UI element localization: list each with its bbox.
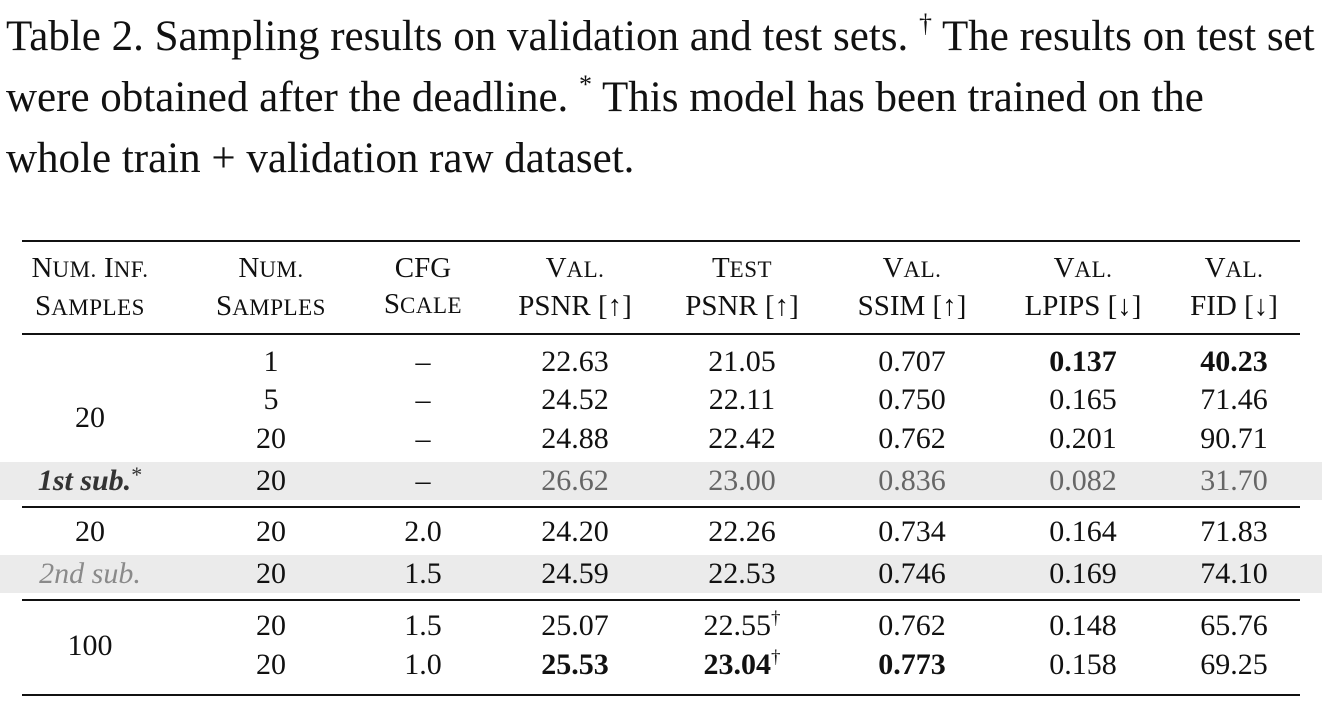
cell-fid: 65.76 xyxy=(1200,609,1268,642)
cell-cfg: – xyxy=(415,383,431,416)
cell-fid: 71.83 xyxy=(1200,515,1268,548)
cell-ssim-best: 0.773 xyxy=(878,648,946,681)
cell-cfg: 1.5 xyxy=(404,609,442,642)
cell-fid: 74.10 xyxy=(1200,557,1268,590)
submission-label-1st: 1st sub.* xyxy=(22,462,158,500)
cell-val-psnr: 22.63 xyxy=(541,345,609,378)
cell-ssim: 0.746 xyxy=(878,557,946,590)
header-val-fid: VAL. FID [↓] xyxy=(1190,252,1278,322)
cell-test-psnr: 23.00 xyxy=(708,464,776,497)
cell-val-psnr: 26.62 xyxy=(541,464,609,497)
header-val-lpips: VAL. LPIPS [↓] xyxy=(1024,252,1142,322)
cell-cfg: 1.0 xyxy=(404,648,442,681)
cell-val-psnr: 24.20 xyxy=(541,515,609,548)
cell-ssim: 0.762 xyxy=(878,422,946,455)
top-rule xyxy=(22,240,1300,242)
cell-val-psnr: 24.59 xyxy=(541,557,609,590)
caption-dagger: † xyxy=(919,9,932,38)
cell-test-psnr: 22.42 xyxy=(708,422,776,455)
cell-val-psnr-best: 25.53 xyxy=(541,648,609,681)
cell-lpips-best: 0.137 xyxy=(1049,345,1117,378)
cell-test-psnr: 22.26 xyxy=(708,515,776,548)
header-test-psnr: TEST PSNR [↑] xyxy=(685,252,799,322)
test-psnr-value: 23.04 xyxy=(703,648,772,681)
cell-val-psnr: 24.52 xyxy=(541,383,609,416)
header-num-samples: NUM. SAMPLES xyxy=(216,252,326,322)
header-cfg-scale: CFG SCALE xyxy=(383,252,463,320)
cell-cfg: – xyxy=(415,345,431,378)
cell-fid-best: 40.23 xyxy=(1200,345,1268,378)
group-label: 20 xyxy=(75,515,105,548)
group-rule-1 xyxy=(22,506,1300,508)
cell-num-samples: 5 xyxy=(263,383,279,416)
caption-star: * xyxy=(579,70,593,99)
cell-ssim: 0.836 xyxy=(878,464,946,497)
cell-test-psnr: 22.53 xyxy=(708,557,776,590)
bottom-rule xyxy=(22,694,1300,696)
header-rule xyxy=(22,333,1300,335)
cell-lpips: 0.158 xyxy=(1049,648,1117,681)
cell-lpips: 0.082 xyxy=(1049,464,1117,497)
submission-star: * xyxy=(131,462,143,487)
cell-val-psnr: 24.88 xyxy=(541,422,609,455)
cell-test-psnr: 21.05 xyxy=(708,345,776,378)
cell-cfg: 1.5 xyxy=(404,557,442,590)
group-rule-2 xyxy=(22,599,1300,601)
group-label: 100 xyxy=(67,629,113,662)
cell-fid: 69.25 xyxy=(1200,648,1268,681)
header-val-psnr: VAL. PSNR [↑] xyxy=(518,252,632,322)
caption-text-2: The results on test set were obtained af… xyxy=(6,13,1315,121)
cell-num-samples: 20 xyxy=(256,464,286,497)
cell-lpips: 0.164 xyxy=(1049,515,1117,548)
cell-ssim: 0.750 xyxy=(878,383,946,416)
group-label: 20 xyxy=(75,401,105,434)
highlight-band-2nd-sub xyxy=(0,555,1322,593)
cell-fid: 90.71 xyxy=(1200,422,1268,455)
cell-test-psnr-best: 23.04† xyxy=(667,646,817,684)
highlight-band-1st-sub xyxy=(0,462,1322,500)
cell-cfg: – xyxy=(415,464,431,497)
cell-ssim: 0.762 xyxy=(878,609,946,642)
submission-label-2nd: 2nd sub. xyxy=(39,557,141,590)
cell-fid: 71.46 xyxy=(1200,383,1268,416)
caption-text-3: This model has been trained on the whole… xyxy=(6,74,1204,182)
header-val-ssim: VAL. SSIM [↑] xyxy=(857,252,967,322)
cell-fid: 31.70 xyxy=(1200,464,1268,497)
caption-text-1: Table 2. Sampling results on validation … xyxy=(6,13,909,60)
cell-lpips: 0.165 xyxy=(1049,383,1117,416)
cell-val-psnr: 25.07 xyxy=(541,609,609,642)
header-num-inf-samples: NUM. INF. SAMPLES xyxy=(31,252,149,322)
cell-cfg: 2.0 xyxy=(404,515,442,548)
cell-num-samples: 20 xyxy=(256,609,286,642)
cell-ssim: 0.734 xyxy=(878,515,946,548)
table-caption: Table 2. Sampling results on validation … xyxy=(6,6,1318,189)
cell-cfg: – xyxy=(415,422,431,455)
cell-ssim: 0.707 xyxy=(878,345,946,378)
cell-lpips: 0.148 xyxy=(1049,609,1117,642)
cell-num-samples: 20 xyxy=(256,648,286,681)
cell-lpips: 0.201 xyxy=(1049,422,1117,455)
cell-test-psnr: 22.11 xyxy=(708,383,776,416)
cell-num-samples: 20 xyxy=(256,515,286,548)
test-psnr-value: 22.55 xyxy=(703,609,772,642)
cell-num-samples: 1 xyxy=(263,345,279,378)
cell-lpips: 0.169 xyxy=(1049,557,1117,590)
cell-num-samples: 20 xyxy=(256,422,286,455)
dagger-mark: † xyxy=(771,608,781,629)
dagger-mark: † xyxy=(771,647,781,668)
cell-num-samples: 20 xyxy=(256,557,286,590)
submission-label-text: 1st sub. xyxy=(37,464,132,497)
cell-test-psnr: 22.55† xyxy=(667,607,817,645)
